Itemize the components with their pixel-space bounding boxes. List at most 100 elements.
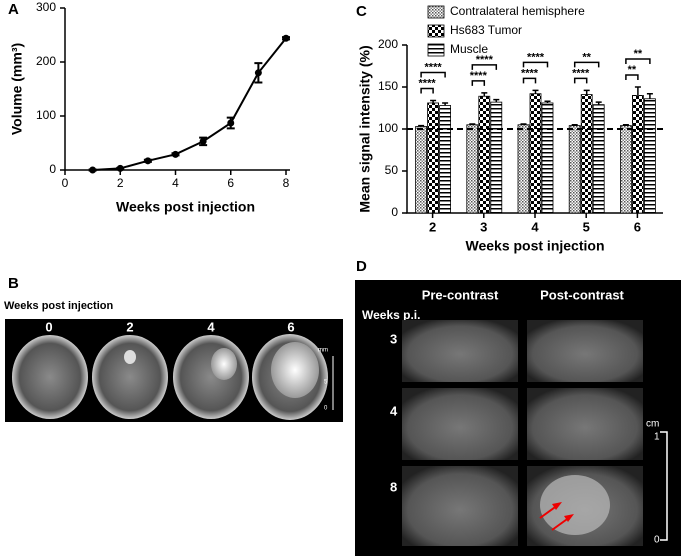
significance-bracket bbox=[625, 74, 639, 80]
x-axis-label: Weeks post injection bbox=[116, 199, 255, 215]
bar bbox=[490, 101, 503, 214]
y-tick-label: 200 bbox=[36, 54, 56, 68]
significance-bracket bbox=[420, 87, 434, 94]
panel-d: D Pre-contrast Post-contrast Weeks p.i. … bbox=[355, 258, 681, 556]
y-axis-label: Volume (mm³) bbox=[9, 43, 25, 135]
significance-label: **** bbox=[425, 61, 443, 73]
panel-label: C bbox=[356, 3, 367, 20]
tumor bbox=[211, 348, 237, 380]
significance-label: **** bbox=[476, 54, 494, 66]
tumor bbox=[124, 350, 136, 364]
row-header: Weeks p.i. bbox=[362, 308, 420, 322]
bar bbox=[580, 94, 593, 214]
bar bbox=[466, 124, 479, 214]
legend-swatch bbox=[427, 5, 445, 19]
significance-label: ** bbox=[628, 64, 637, 76]
error-bar bbox=[583, 89, 590, 95]
x-tick-label: 3 bbox=[480, 219, 487, 234]
scale-bar bbox=[660, 431, 668, 541]
significance-bracket bbox=[471, 64, 498, 70]
bar bbox=[541, 102, 554, 214]
scale-tick: 0 bbox=[654, 535, 660, 546]
error-bar bbox=[646, 92, 653, 99]
error-bar bbox=[469, 123, 476, 125]
y-tick-label: 200 bbox=[378, 37, 398, 51]
panel-label: B bbox=[8, 275, 19, 292]
scale-tick: 1 bbox=[654, 432, 660, 443]
error-bar bbox=[418, 124, 425, 127]
bar bbox=[644, 98, 656, 214]
bar bbox=[592, 104, 605, 214]
scale-unit: mm bbox=[318, 348, 328, 354]
significance-bracket bbox=[573, 77, 588, 84]
significance-label: **** bbox=[572, 67, 590, 79]
error-bar bbox=[493, 98, 500, 103]
x-tick-label: 6 bbox=[227, 176, 234, 190]
brain-image bbox=[173, 335, 249, 419]
panel-label: A bbox=[8, 1, 19, 18]
bar bbox=[632, 95, 644, 214]
week-label: 4 bbox=[207, 319, 215, 334]
bar bbox=[529, 93, 542, 214]
bar bbox=[439, 105, 452, 214]
significance-bracket bbox=[471, 80, 486, 86]
x-tick-label: 2 bbox=[429, 219, 436, 234]
scale-unit: cm bbox=[646, 419, 659, 430]
enhancement bbox=[540, 475, 610, 535]
data-point bbox=[116, 164, 124, 172]
significance-label: **** bbox=[521, 67, 539, 79]
legend-label: Hs683 Tumor bbox=[450, 23, 522, 37]
significance-label: ** bbox=[582, 51, 591, 63]
significance-bracket bbox=[522, 61, 549, 68]
panel-label: D bbox=[356, 258, 367, 275]
error-bar bbox=[544, 100, 551, 103]
row-label: 3 bbox=[390, 331, 397, 346]
x-tick-label: 2 bbox=[117, 176, 124, 190]
x-tick-label: 4 bbox=[172, 176, 179, 190]
mri-image bbox=[402, 320, 518, 382]
column-header: Post-contrast bbox=[540, 287, 624, 302]
data-point bbox=[282, 34, 290, 42]
legend-label: Muscle bbox=[450, 42, 488, 56]
y-tick-label: 0 bbox=[391, 205, 398, 219]
bar bbox=[415, 126, 428, 214]
mri-image bbox=[527, 320, 643, 382]
x-axis-label: Weeks post injection bbox=[466, 238, 605, 254]
significance-label: ** bbox=[634, 48, 643, 60]
caption: Weeks post injection bbox=[4, 300, 113, 312]
significance-label: **** bbox=[419, 77, 437, 89]
x-tick-label: 6 bbox=[634, 219, 641, 234]
significance-label: **** bbox=[470, 70, 488, 82]
error-bar bbox=[634, 86, 641, 96]
scale-tick: 5 bbox=[324, 380, 328, 386]
brain-image bbox=[92, 335, 168, 419]
significance-bracket bbox=[573, 61, 600, 68]
axis bbox=[64, 8, 290, 171]
legend-swatch bbox=[427, 24, 445, 38]
row-label: 4 bbox=[390, 403, 398, 418]
error-bar bbox=[622, 124, 629, 126]
significance-label: **** bbox=[527, 51, 545, 63]
data-point bbox=[199, 137, 207, 145]
panel-b: B Weeks post injection 0 2 4 6 mm 5 0 bbox=[4, 275, 343, 422]
column-header: Pre-contrast bbox=[422, 287, 499, 302]
error-bar bbox=[595, 101, 602, 105]
data-line bbox=[92, 37, 287, 171]
error-bar bbox=[571, 124, 578, 126]
week-label: 0 bbox=[45, 319, 52, 334]
y-tick-label: 300 bbox=[36, 0, 56, 14]
bar bbox=[620, 125, 632, 214]
x-tick-label: 0 bbox=[62, 176, 69, 190]
data-point bbox=[144, 157, 152, 165]
x-tick-label: 5 bbox=[583, 219, 590, 234]
data-point bbox=[172, 150, 179, 158]
y-tick-label: 0 bbox=[49, 162, 56, 176]
y-tick-label: 100 bbox=[36, 108, 56, 122]
error-bar bbox=[430, 99, 437, 103]
significance-bracket bbox=[522, 77, 537, 84]
significance-bracket bbox=[625, 58, 651, 64]
x-tick-label: 8 bbox=[283, 176, 290, 190]
error-bar bbox=[532, 89, 539, 94]
brain-image bbox=[12, 335, 88, 419]
